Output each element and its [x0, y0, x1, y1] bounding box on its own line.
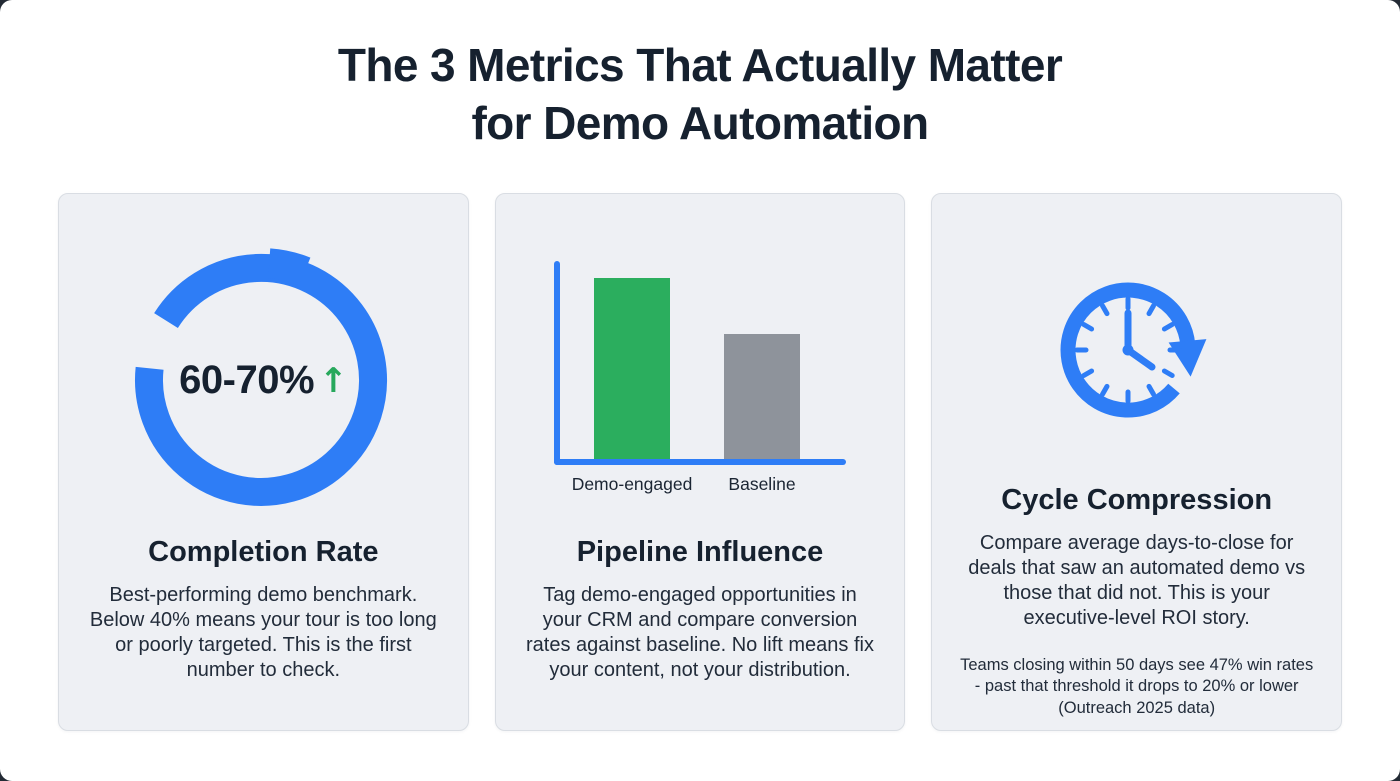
donut-progress-ring-icon: 60-70% ↑ — [131, 246, 395, 510]
card-body-cycle-compression: Compare average days-to-close for deals … — [968, 531, 1306, 629]
card-heading-completion-rate: Completion Rate — [148, 535, 379, 568]
cycle-clock-graphic — [958, 228, 1315, 476]
title-line-2: for Demo Automation — [471, 97, 929, 150]
page-title: The 3 Metrics That Actually Matter for De… — [0, 0, 1400, 153]
bar-baseline — [724, 333, 800, 460]
y-axis — [554, 260, 560, 465]
card-cycle-compression: Cycle Compression Compare average days-t… — [931, 192, 1343, 731]
card-body-completion-rate: Best-performing demo benchmark. Below 40… — [89, 583, 437, 681]
card-footnote-cycle-compression: Teams closing within 50 days see 47% win… — [960, 655, 1314, 717]
clock-center-dot — [1122, 344, 1134, 356]
card-pipeline-influence: Demo-engaged Baseline Pipeline Influence… — [494, 192, 906, 731]
card-body-pipeline-influence: Tag demo-engaged opportunities in your C… — [526, 583, 874, 681]
bar-demo-engaged — [594, 277, 670, 460]
bar-label-demo-engaged: Demo-engaged — [571, 473, 693, 494]
donut-arc-start-tab — [268, 248, 311, 286]
clock-hour-ticks — [1074, 296, 1182, 404]
clock-cycle-icon — [1060, 282, 1207, 418]
donut-ring-svg — [135, 248, 388, 506]
up-arrow-icon: ↑ — [319, 360, 348, 401]
donut-arc — [135, 253, 388, 506]
bar-group — [594, 277, 800, 460]
completion-donut-chart: 60-70% ↑ — [85, 228, 442, 528]
metric-cards: 60-70% ↑ Completion Rate Best-performing… — [0, 192, 1400, 731]
bar-axis-labels: Demo-engaged Baseline — [554, 474, 846, 495]
card-heading-pipeline-influence: Pipeline Influence — [576, 535, 824, 568]
x-axis — [554, 458, 846, 465]
bar-chart-icon: Demo-engaged Baseline — [554, 260, 846, 495]
clock-ring-arrow-arc — [1060, 282, 1195, 418]
title-line-1: The 3 Metrics That Actually Matter — [337, 39, 1063, 91]
bar-label-baseline: Baseline — [728, 473, 796, 494]
donut-center-label: 60-70% ↑ — [131, 246, 395, 510]
bar-chart-plot-area — [554, 260, 846, 465]
card-completion-rate: 60-70% ↑ Completion Rate Best-performing… — [58, 192, 469, 731]
card-heading-cycle-compression: Cycle Compression — [1001, 483, 1273, 516]
completion-metric-value: 60-70% — [179, 358, 315, 403]
pipeline-bar-chart: Demo-engaged Baseline — [522, 228, 879, 528]
clock-arrowhead — [1168, 338, 1207, 377]
